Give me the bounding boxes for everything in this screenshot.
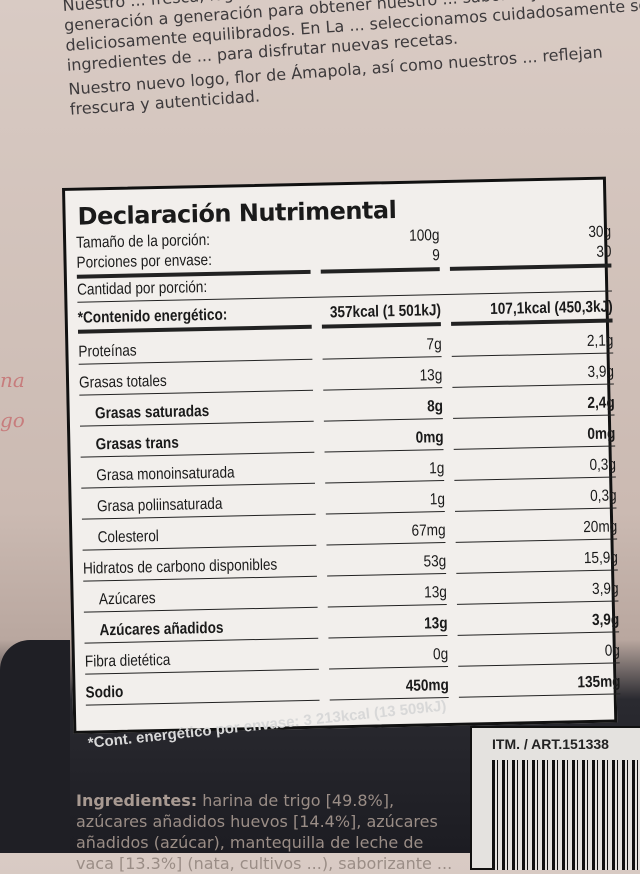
value-100g: 1g [325, 491, 446, 515]
value-100g: 53g [327, 553, 447, 577]
value-100g: 8g [323, 398, 444, 422]
value-100g: 100g [408, 227, 440, 245]
ingredients-heading: Ingredientes: [76, 791, 198, 810]
barcode [492, 760, 640, 870]
ingredients: Ingredientes: harina de trigo [49.8%], a… [76, 790, 456, 874]
nutrient-label: Sodio [85, 679, 320, 706]
nutrition-label: Declaración Nutrimental Tamaño de la por… [62, 176, 621, 734]
package-dark-area [0, 640, 70, 853]
value-portion: 30 [449, 243, 612, 271]
value-100g: 357kcal (1 501kJ) [321, 302, 442, 329]
article-number: ITM. / ART.151338 [492, 736, 609, 752]
value-portion: 107,1kcal (450,3kJ) [451, 298, 613, 326]
value-100g: 13g [327, 584, 448, 608]
value-100g: 1g [325, 460, 445, 484]
intro-text: Nuestro ... fresca, logrando ... técnica… [62, 0, 640, 124]
value-100g: 9 [320, 247, 441, 274]
value-100g: 450mg [329, 677, 450, 701]
value-100g: 0g [329, 646, 449, 670]
value-100g: 67mg [326, 522, 446, 546]
barcode-box: ITM. / ART.151338 [470, 726, 640, 870]
value-100g: 7g [322, 336, 442, 360]
value-100g: 0mg [324, 429, 444, 453]
value-100g: 13g [328, 615, 448, 639]
value-portion: 135mg [458, 673, 621, 698]
value-100g: 13g [323, 367, 443, 391]
side-text: na [0, 368, 25, 392]
side-text: go [0, 408, 25, 432]
